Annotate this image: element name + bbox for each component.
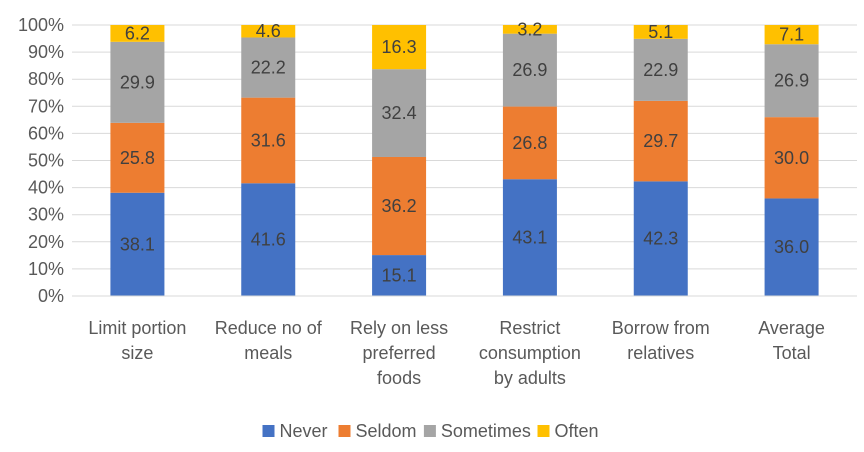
data-label-sometimes: 22.9 <box>643 60 678 80</box>
bars <box>110 25 819 296</box>
data-label-sometimes: 26.9 <box>512 60 547 80</box>
x-category-label: Limit portion size <box>88 318 186 363</box>
data-label-never: 15.1 <box>382 266 417 286</box>
bar-segment-sometimes <box>241 37 296 98</box>
data-label-seldom: 31.6 <box>251 130 286 150</box>
bar-segment-never <box>372 255 427 296</box>
data-label-never: 42.3 <box>643 229 678 249</box>
bar-segment-often <box>502 25 557 34</box>
y-tick-label: 80% <box>28 69 64 89</box>
bar-segment-never <box>110 192 165 296</box>
bar-segment-often <box>764 25 819 45</box>
bar-segment-seldom <box>372 156 427 256</box>
data-label-sometimes: 26.9 <box>774 71 809 91</box>
bar-segment-seldom <box>764 117 819 199</box>
legend-item-often: Often <box>537 421 599 441</box>
legend-swatch <box>338 425 351 437</box>
bar-segment-never <box>633 181 688 296</box>
legend-swatch <box>537 425 550 437</box>
bar-segment-seldom <box>633 100 688 182</box>
legend-item-seldom: Seldom <box>338 421 417 441</box>
bar-segment-often <box>241 25 296 38</box>
bar-segment-never <box>764 198 819 296</box>
bar-segment-seldom <box>502 106 557 180</box>
data-label-seldom: 25.8 <box>120 148 155 168</box>
data-label-seldom: 29.7 <box>643 131 678 151</box>
data-label-often: 4.6 <box>256 21 281 41</box>
legend-label: Seldom <box>356 421 417 441</box>
legend-label: Sometimes <box>441 421 531 441</box>
data-label-sometimes: 29.9 <box>120 72 155 92</box>
data-label-seldom: 30.0 <box>774 148 809 168</box>
y-tick-label: 100% <box>18 15 64 35</box>
bar-segment-often <box>110 25 165 42</box>
x-category-label: Average Total <box>758 318 825 363</box>
y-axis: 0% 10% 20% 30% 40% 50% 60% 70% 80% 90% 100% <box>18 15 64 306</box>
legend-label: Never <box>280 421 328 441</box>
legend: Never Seldom Sometimes Often <box>262 421 599 441</box>
bar-segment-often <box>633 25 688 39</box>
bar-segment-never <box>502 179 557 296</box>
bar-segment-often <box>372 25 427 70</box>
x-category-label: Rely on less preferred foods <box>350 318 448 388</box>
data-label-never: 41.6 <box>251 230 286 250</box>
x-category-label: Borrow from relatives <box>612 318 710 363</box>
data-labels: 38.1 25.8 29.9 6.2 41.6 31.6 22.2 4.6 15.1 36.2 32… <box>120 19 809 285</box>
y-tick-label: 60% <box>28 123 64 143</box>
bar-segment-sometimes <box>502 33 557 107</box>
bar-segment-seldom <box>241 97 296 184</box>
y-tick-label: 40% <box>28 178 64 198</box>
legend-swatch <box>423 425 436 437</box>
gridlines <box>72 24 857 297</box>
data-label-sometimes: 32.4 <box>382 103 417 123</box>
bar-segment-sometimes <box>633 38 688 101</box>
bar-segment-never <box>241 183 296 296</box>
y-tick-label: 10% <box>28 259 64 279</box>
legend-item-sometimes: Sometimes <box>423 421 531 441</box>
data-label-often: 5.1 <box>648 22 673 42</box>
data-label-often: 3.2 <box>517 19 542 39</box>
data-label-seldom: 36.2 <box>382 196 417 216</box>
x-category-label: Reduce no of meals <box>215 318 323 363</box>
data-label-often: 7.1 <box>779 25 804 45</box>
y-tick-label: 30% <box>28 205 64 225</box>
bar-segment-sometimes <box>372 69 427 157</box>
bar-segment-seldom <box>110 122 165 193</box>
data-label-seldom: 26.8 <box>512 133 547 153</box>
bar-segment-sometimes <box>764 44 819 118</box>
y-tick-label: 50% <box>28 151 64 171</box>
bar-segment-sometimes <box>110 41 165 123</box>
legend-item-never: Never <box>262 421 328 441</box>
data-label-never: 36.0 <box>774 237 809 257</box>
data-label-sometimes: 22.2 <box>251 58 286 78</box>
data-label-often: 16.3 <box>382 37 417 57</box>
data-label-never: 43.1 <box>512 228 547 248</box>
data-label-often: 6.2 <box>125 23 150 43</box>
x-category-label: Restrict consumption by adults <box>479 318 581 388</box>
legend-label: Often <box>555 421 599 441</box>
y-tick-label: 70% <box>28 96 64 116</box>
y-tick-label: 20% <box>28 232 64 252</box>
x-axis: Limit portion size Reduce no of meals Rely o… <box>72 295 857 388</box>
y-tick-label: 90% <box>28 42 64 62</box>
y-tick-label: 0% <box>38 286 64 306</box>
data-label-never: 38.1 <box>120 234 155 254</box>
legend-swatch <box>262 425 275 437</box>
